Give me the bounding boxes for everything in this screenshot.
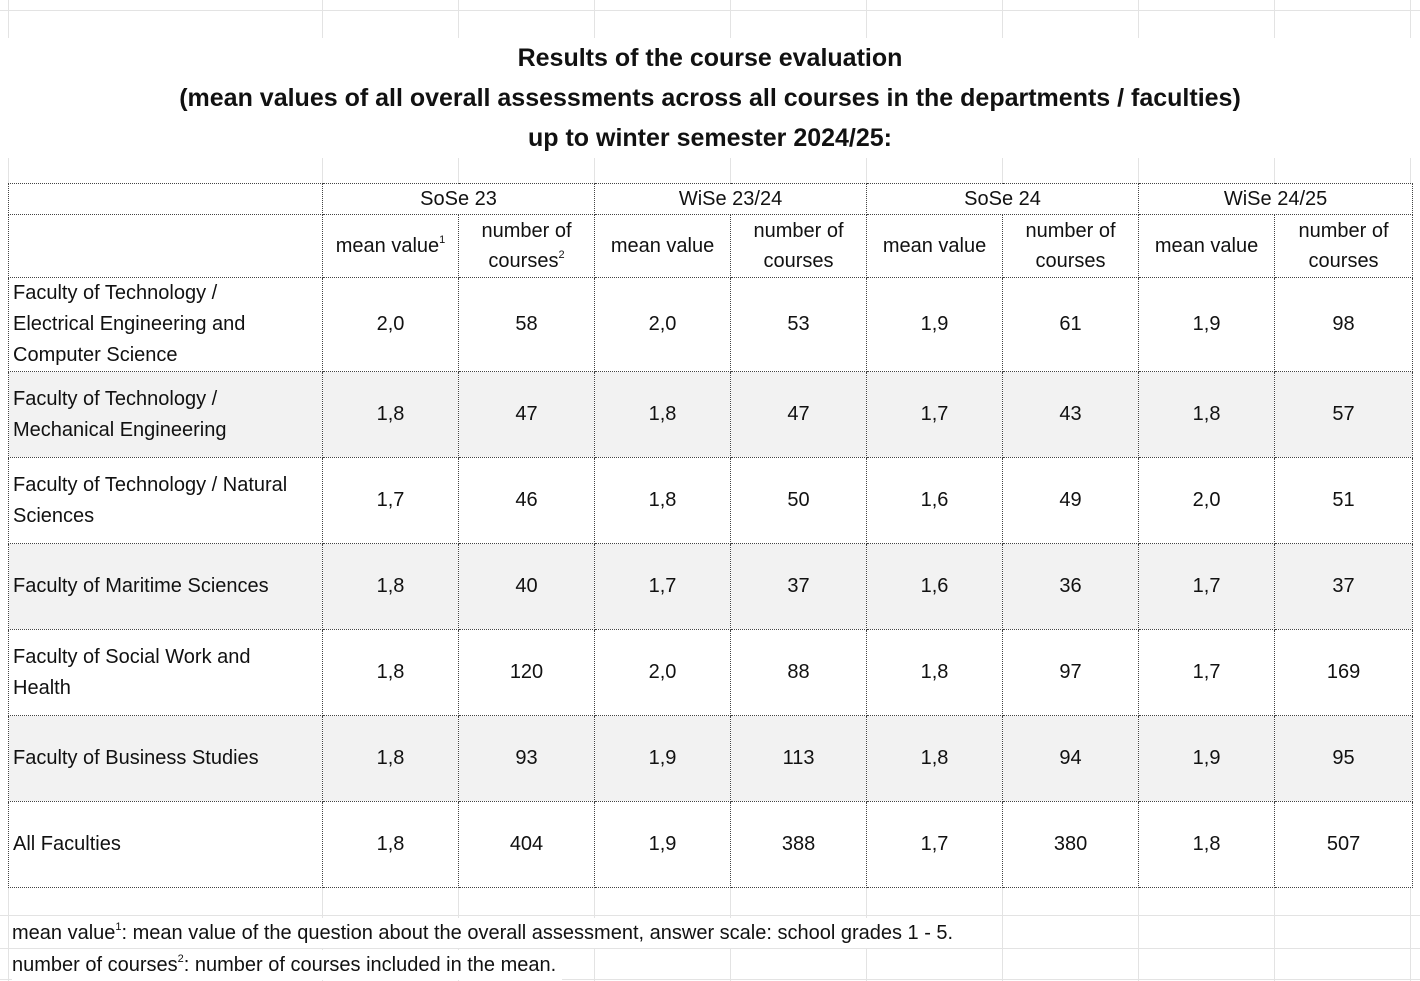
mean-value-cell: 1,8 bbox=[1138, 371, 1276, 458]
course-count-cell: 53 bbox=[730, 277, 868, 372]
mean-value-cell: 1,8 bbox=[322, 801, 459, 888]
table-row: Faculty of Maritime Sciences 1,8 40 1,7 … bbox=[8, 543, 1414, 630]
footnote-mark: 2 bbox=[558, 249, 565, 261]
course-count-cell: 57 bbox=[1274, 371, 1414, 458]
semester-header: SoSe 24 bbox=[866, 183, 1140, 215]
mean-value-cell: 1,8 bbox=[322, 543, 459, 630]
course-count-cell: 120 bbox=[457, 629, 596, 716]
mean-value-cell: 1,8 bbox=[866, 715, 1004, 802]
footnote-mark: 1 bbox=[439, 234, 446, 246]
mean-value-cell: 1,6 bbox=[866, 543, 1004, 630]
course-count-cell: 58 bbox=[457, 277, 596, 372]
number-of-courses-header: number of courses bbox=[730, 214, 868, 278]
mean-value-cell: 1,7 bbox=[1138, 629, 1276, 716]
table-row: Faculty of Technology / Electrical Engine… bbox=[8, 277, 1414, 372]
table-row: Faculty of Technology / Natural Sciences … bbox=[8, 457, 1414, 544]
faculty-label: Faculty of Business Studies bbox=[8, 715, 323, 802]
course-count-cell: 61 bbox=[1002, 277, 1140, 372]
total-row: All Faculties 1,8 404 1,9 388 1,7 380 1,… bbox=[8, 801, 1414, 888]
course-count-cell: 88 bbox=[730, 629, 868, 716]
report-title: Results of the course evaluation (mean v… bbox=[0, 38, 1420, 158]
faculty-label: Faculty of Maritime Sciences bbox=[8, 543, 323, 630]
course-count-cell: 388 bbox=[730, 801, 868, 888]
course-count-cell: 50 bbox=[730, 457, 868, 544]
mean-value-cell: 2,0 bbox=[594, 629, 732, 716]
mean-value-cell: 1,7 bbox=[594, 543, 732, 630]
footnote-mark: 2 bbox=[177, 953, 184, 965]
course-count-cell: 95 bbox=[1274, 715, 1414, 802]
mean-value-cell: 1,8 bbox=[322, 371, 459, 458]
mean-value-cell: 1,9 bbox=[1138, 277, 1276, 372]
course-count-cell: 47 bbox=[730, 371, 868, 458]
table-row: Faculty of Technology / Mechanical Engine… bbox=[8, 371, 1414, 458]
course-count-cell: 97 bbox=[1002, 629, 1140, 716]
mean-value-cell: 1,8 bbox=[322, 629, 459, 716]
mean-value-header: mean value bbox=[594, 214, 732, 278]
faculty-label: Faculty of Social Work and Health bbox=[8, 629, 323, 716]
course-count-cell: 36 bbox=[1002, 543, 1140, 630]
table-row: Faculty of Social Work and Health 1,8 120… bbox=[8, 629, 1414, 716]
column-header-row: mean value1 number of courses2 mean value… bbox=[8, 214, 1414, 278]
mean-value-header: mean value1 bbox=[322, 214, 459, 278]
mean-value-cell: 1,7 bbox=[866, 801, 1004, 888]
semester-header-row: SoSe 23 WiSe 23/24 SoSe 24 WiSe 24/25 bbox=[8, 183, 1414, 215]
course-count-cell: 40 bbox=[457, 543, 596, 630]
semester-header: SoSe 23 bbox=[321, 183, 596, 215]
footnote-2: number of courses2: number of courses in… bbox=[12, 950, 563, 980]
course-count-cell: 37 bbox=[730, 543, 868, 630]
title-line-1: Results of the course evaluation bbox=[517, 44, 903, 72]
faculty-label: Faculty of Technology / Electrical Engine… bbox=[8, 277, 323, 372]
number-of-courses-header: number of courses bbox=[1274, 214, 1414, 278]
evaluation-table: SoSe 23 WiSe 23/24 SoSe 24 WiSe 24/25 me… bbox=[8, 183, 1414, 888]
course-count-cell: 93 bbox=[457, 715, 596, 802]
course-count-cell: 380 bbox=[1002, 801, 1140, 888]
mean-value-cell: 1,8 bbox=[594, 371, 732, 458]
mean-value-cell: 2,0 bbox=[322, 277, 459, 372]
mean-value-cell: 1,7 bbox=[1138, 543, 1276, 630]
number-of-courses-header: number of courses2 bbox=[457, 214, 596, 278]
course-count-cell: 49 bbox=[1002, 457, 1140, 544]
mean-value-cell: 1,7 bbox=[866, 371, 1004, 458]
mean-value-cell: 1,8 bbox=[594, 457, 732, 544]
mean-value-cell: 2,0 bbox=[594, 277, 732, 372]
mean-value-header: mean value bbox=[1138, 214, 1276, 278]
footnote-1: mean value1: mean value of the question … bbox=[12, 918, 960, 948]
mean-value-cell: 1,9 bbox=[866, 277, 1004, 372]
corner-cell bbox=[8, 214, 323, 278]
course-count-cell: 113 bbox=[730, 715, 868, 802]
title-line-3: up to winter semester 2024/25: bbox=[527, 124, 893, 152]
mean-value-cell: 1,8 bbox=[866, 629, 1004, 716]
mean-value-cell: 1,8 bbox=[322, 715, 459, 802]
mean-value-cell: 1,9 bbox=[1138, 715, 1276, 802]
course-count-cell: 98 bbox=[1274, 277, 1414, 372]
course-count-cell: 37 bbox=[1274, 543, 1414, 630]
semester-header: WiSe 23/24 bbox=[594, 183, 868, 215]
course-count-cell: 169 bbox=[1274, 629, 1414, 716]
mean-value-cell: 2,0 bbox=[1138, 457, 1276, 544]
faculty-label: Faculty of Technology / Natural Sciences bbox=[8, 457, 323, 544]
footnote-mark: 1 bbox=[115, 921, 122, 933]
course-count-cell: 94 bbox=[1002, 715, 1140, 802]
mean-value-cell: 1,9 bbox=[594, 715, 732, 802]
corner-cell bbox=[8, 183, 323, 215]
semester-header: WiSe 24/25 bbox=[1138, 183, 1414, 215]
title-line-2: (mean values of all overall assessments … bbox=[179, 84, 1241, 112]
course-count-cell: 51 bbox=[1274, 457, 1414, 544]
course-count-cell: 507 bbox=[1274, 801, 1414, 888]
table-row: Faculty of Business Studies 1,8 93 1,9 1… bbox=[8, 715, 1414, 802]
mean-value-cell: 1,9 bbox=[594, 801, 732, 888]
course-count-cell: 47 bbox=[457, 371, 596, 458]
course-count-cell: 46 bbox=[457, 457, 596, 544]
mean-value-cell: 1,6 bbox=[866, 457, 1004, 544]
course-count-cell: 43 bbox=[1002, 371, 1140, 458]
faculty-label: Faculty of Technology / Mechanical Engine… bbox=[8, 371, 323, 458]
course-count-cell: 404 bbox=[457, 801, 596, 888]
total-label: All Faculties bbox=[8, 801, 323, 888]
number-of-courses-header: number of courses bbox=[1002, 214, 1140, 278]
mean-value-cell: 1,8 bbox=[1138, 801, 1276, 888]
mean-value-cell: 1,7 bbox=[322, 457, 459, 544]
mean-value-header: mean value bbox=[866, 214, 1004, 278]
